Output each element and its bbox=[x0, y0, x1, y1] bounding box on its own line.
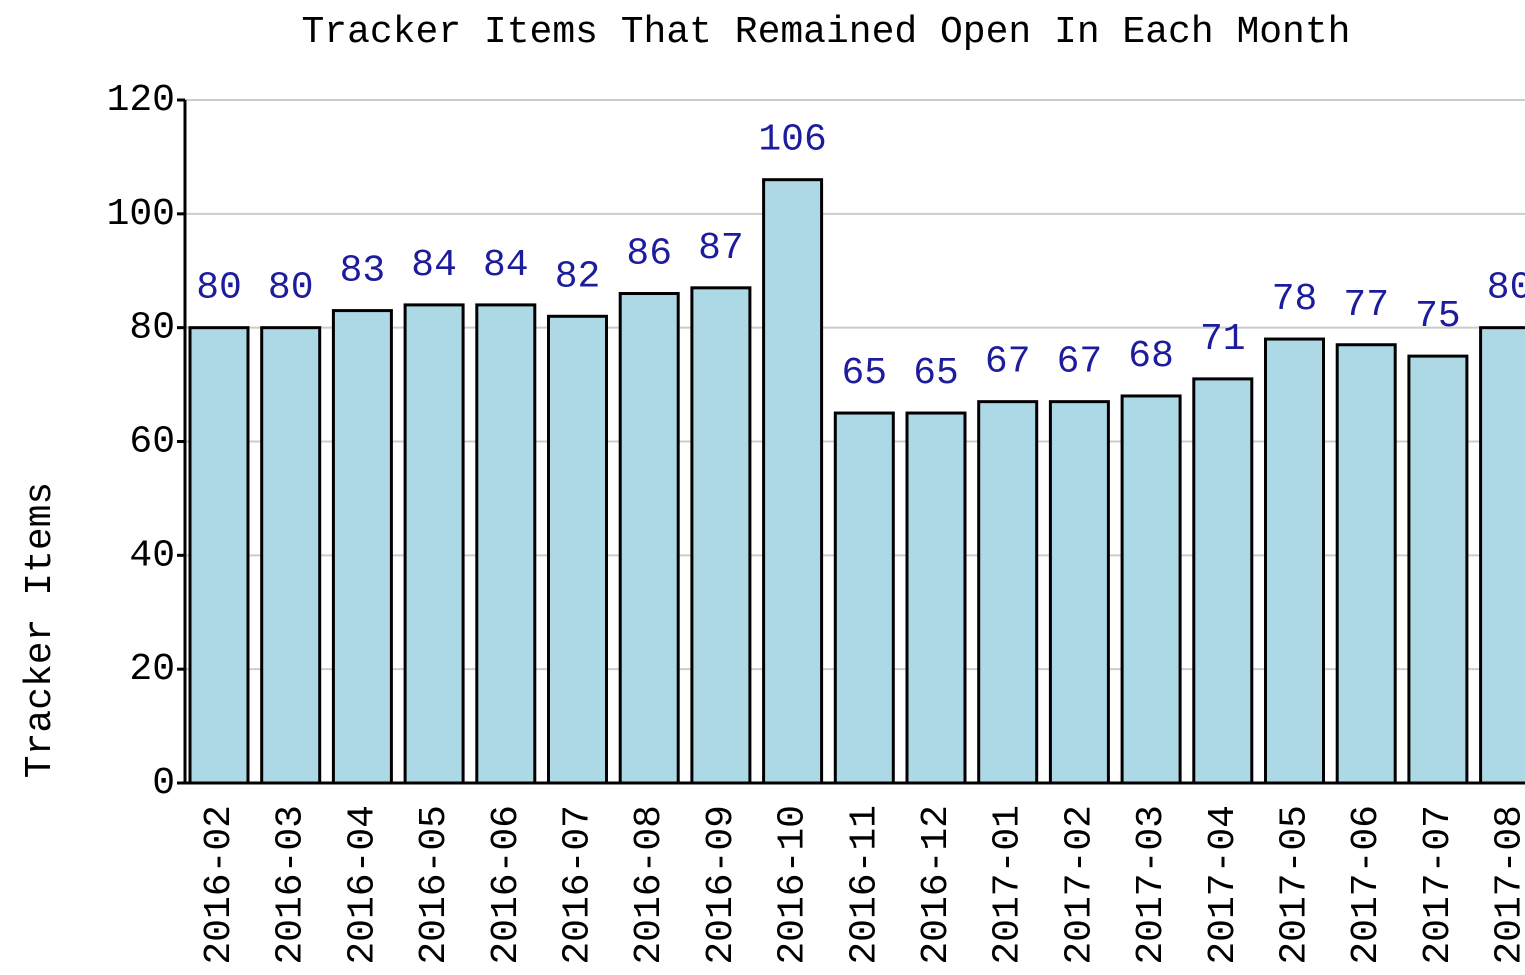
value-label: 65 bbox=[913, 352, 959, 395]
bar bbox=[188, 326, 250, 785]
x-tick-label: 2017-04 bbox=[1202, 805, 1245, 965]
bar bbox=[762, 178, 824, 785]
bar bbox=[905, 411, 967, 785]
value-label: 106 bbox=[758, 119, 826, 162]
x-tick-label: 2017-03 bbox=[1130, 805, 1173, 965]
x-tick-label: 2016-02 bbox=[198, 805, 241, 965]
y-tick-label: 20 bbox=[129, 648, 175, 691]
chart-title: Tracker Items That Remained Open In Each… bbox=[302, 11, 1351, 54]
bar bbox=[260, 326, 322, 785]
value-label: 82 bbox=[555, 255, 601, 298]
x-tick-label: 2016-12 bbox=[915, 805, 958, 965]
bar bbox=[1407, 354, 1469, 785]
y-tick-label: 60 bbox=[129, 421, 175, 464]
x-tick-label: 2017-06 bbox=[1345, 805, 1388, 965]
value-label: 80 bbox=[196, 267, 242, 310]
y-tick-label: 100 bbox=[107, 193, 175, 236]
value-label: 78 bbox=[1272, 278, 1318, 321]
x-tick-label: 2016-11 bbox=[843, 805, 886, 965]
x-tick-label: 2016-05 bbox=[413, 805, 456, 965]
bar bbox=[1192, 377, 1254, 785]
x-tick-label: 2017-07 bbox=[1417, 805, 1460, 965]
value-label: 80 bbox=[1487, 267, 1525, 310]
value-label: 65 bbox=[841, 352, 887, 395]
y-tick-label: 40 bbox=[129, 534, 175, 577]
x-tick-label: 2016-03 bbox=[270, 805, 313, 965]
x-tick-label: 2017-08 bbox=[1489, 805, 1525, 965]
value-label: 75 bbox=[1415, 295, 1461, 338]
bar bbox=[1335, 343, 1397, 785]
bar bbox=[403, 303, 465, 785]
value-label: 68 bbox=[1128, 335, 1174, 378]
bar bbox=[618, 292, 680, 785]
value-label: 86 bbox=[626, 233, 672, 276]
x-tick-label: 2016-06 bbox=[485, 805, 528, 965]
x-tick-label: 2016-04 bbox=[341, 805, 384, 965]
y-axis-label: Tracker Items bbox=[19, 482, 62, 778]
x-tick-label: 2017-05 bbox=[1274, 805, 1317, 965]
value-label: 67 bbox=[1057, 341, 1103, 384]
bar bbox=[547, 314, 608, 785]
value-label: 84 bbox=[483, 244, 529, 287]
bar bbox=[1479, 326, 1525, 785]
value-label: 84 bbox=[411, 244, 457, 287]
x-tick-label: 2016-09 bbox=[700, 805, 743, 965]
bar bbox=[475, 303, 537, 785]
bar bbox=[833, 411, 895, 785]
bar bbox=[331, 309, 393, 785]
value-label: 67 bbox=[985, 341, 1031, 384]
y-tick-label: 80 bbox=[129, 307, 175, 350]
value-label: 83 bbox=[340, 250, 386, 293]
x-tick-label: 2016-08 bbox=[628, 805, 671, 965]
y-tick-label: 0 bbox=[152, 762, 175, 805]
bar bbox=[977, 400, 1039, 785]
x-tick-label: 2016-07 bbox=[557, 805, 600, 965]
value-label: 77 bbox=[1343, 284, 1389, 327]
value-label: 80 bbox=[268, 267, 314, 310]
x-tick-label: 2017-01 bbox=[987, 805, 1030, 965]
bar bbox=[1048, 400, 1110, 785]
value-label: 71 bbox=[1200, 318, 1246, 361]
value-label: 87 bbox=[698, 227, 744, 270]
bar bbox=[1264, 337, 1325, 785]
x-tick-label: 2016-10 bbox=[772, 805, 815, 965]
bar bbox=[690, 286, 752, 785]
y-tick-label: 120 bbox=[107, 79, 175, 122]
x-tick-label: 2017-02 bbox=[1058, 805, 1101, 965]
bar bbox=[1120, 394, 1182, 785]
